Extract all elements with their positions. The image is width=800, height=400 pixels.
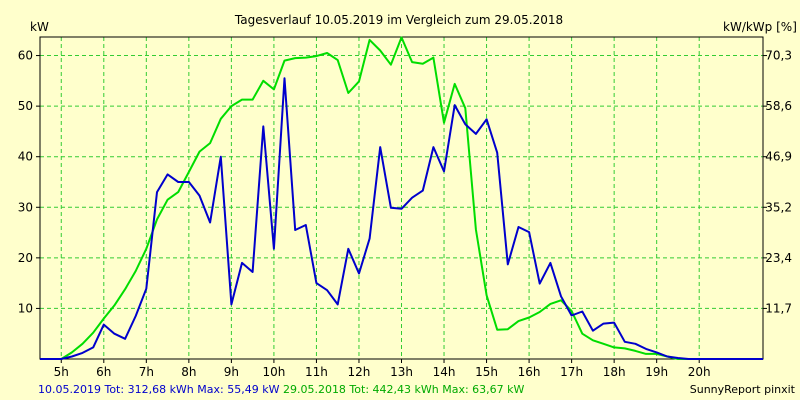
x-tick-label: 18h xyxy=(603,365,626,379)
legend-summary-2019: Tot: 312,68 kWh Max: 55,49 kW xyxy=(101,383,283,396)
y-axis-label-left: kW xyxy=(30,20,49,34)
credit-text: SunnyReport pinxit xyxy=(690,383,796,396)
x-tick-label: 7h xyxy=(139,365,154,379)
x-tick-label: 19h xyxy=(645,365,668,379)
x-tick-label: 5h xyxy=(54,365,69,379)
x-tick-label: 10h xyxy=(262,365,285,379)
y2-tick-label: 11,7 xyxy=(765,301,792,315)
y-tick-label: 30 xyxy=(18,200,33,214)
x-tick-label: 14h xyxy=(433,365,456,379)
series-line-29-05-2018 xyxy=(40,36,763,360)
x-tick-label: 11h xyxy=(305,365,328,379)
y-axis-left: 10 20 30 40 50 60 xyxy=(18,49,40,315)
y-tick-label: 10 xyxy=(18,301,33,315)
y-axis-right: 11,7 23,4 35,2 46,9 58,6 70,3 xyxy=(763,49,792,315)
y-tick-label: 50 xyxy=(18,99,33,113)
series-line-10-05-2019 xyxy=(40,77,763,360)
grid xyxy=(40,37,763,359)
legend-date-2019: 10.05.2019 xyxy=(38,383,101,396)
x-tick-label: 15h xyxy=(475,365,498,379)
x-tick-label: 17h xyxy=(560,365,583,379)
x-tick-label: 12h xyxy=(348,365,371,379)
x-tick-label: 20h xyxy=(688,365,711,379)
y-tick-label: 20 xyxy=(18,251,33,265)
x-tick-label: 9h xyxy=(224,365,239,379)
x-tick-label: 16h xyxy=(518,365,541,379)
x-tick-label: 8h xyxy=(181,365,196,379)
y2-tick-label: 70,3 xyxy=(765,49,792,63)
x-axis: 5h 6h 7h 8h 9h 10h 11h 12h 13h 14h 15h 16h 17h 18h 19h… xyxy=(54,359,711,379)
y2-tick-label: 35,2 xyxy=(765,200,792,214)
series-lines xyxy=(40,36,763,360)
y-axis-label-right: kW/kWp [%] xyxy=(723,20,797,34)
x-tick-label: 13h xyxy=(390,365,413,379)
y-tick-label: 60 xyxy=(18,49,33,63)
x-tick-label: 6h xyxy=(96,365,111,379)
y-tick-label: 40 xyxy=(18,150,33,164)
footer-legend: 10.05.2019 Tot: 312,68 kWh Max: 55,49 kW… xyxy=(38,383,525,396)
chart-title: Tagesverlauf 10.05.2019 im Vergleich zum… xyxy=(234,13,563,27)
y2-tick-label: 46,9 xyxy=(765,150,792,164)
legend-summary-2018: Tot: 442,43 kWh Max: 63,67 kW xyxy=(346,383,525,396)
legend-date-2018: 29.05.2018 xyxy=(283,383,346,396)
y2-tick-label: 23,4 xyxy=(765,251,792,265)
y2-tick-label: 58,6 xyxy=(765,99,792,113)
